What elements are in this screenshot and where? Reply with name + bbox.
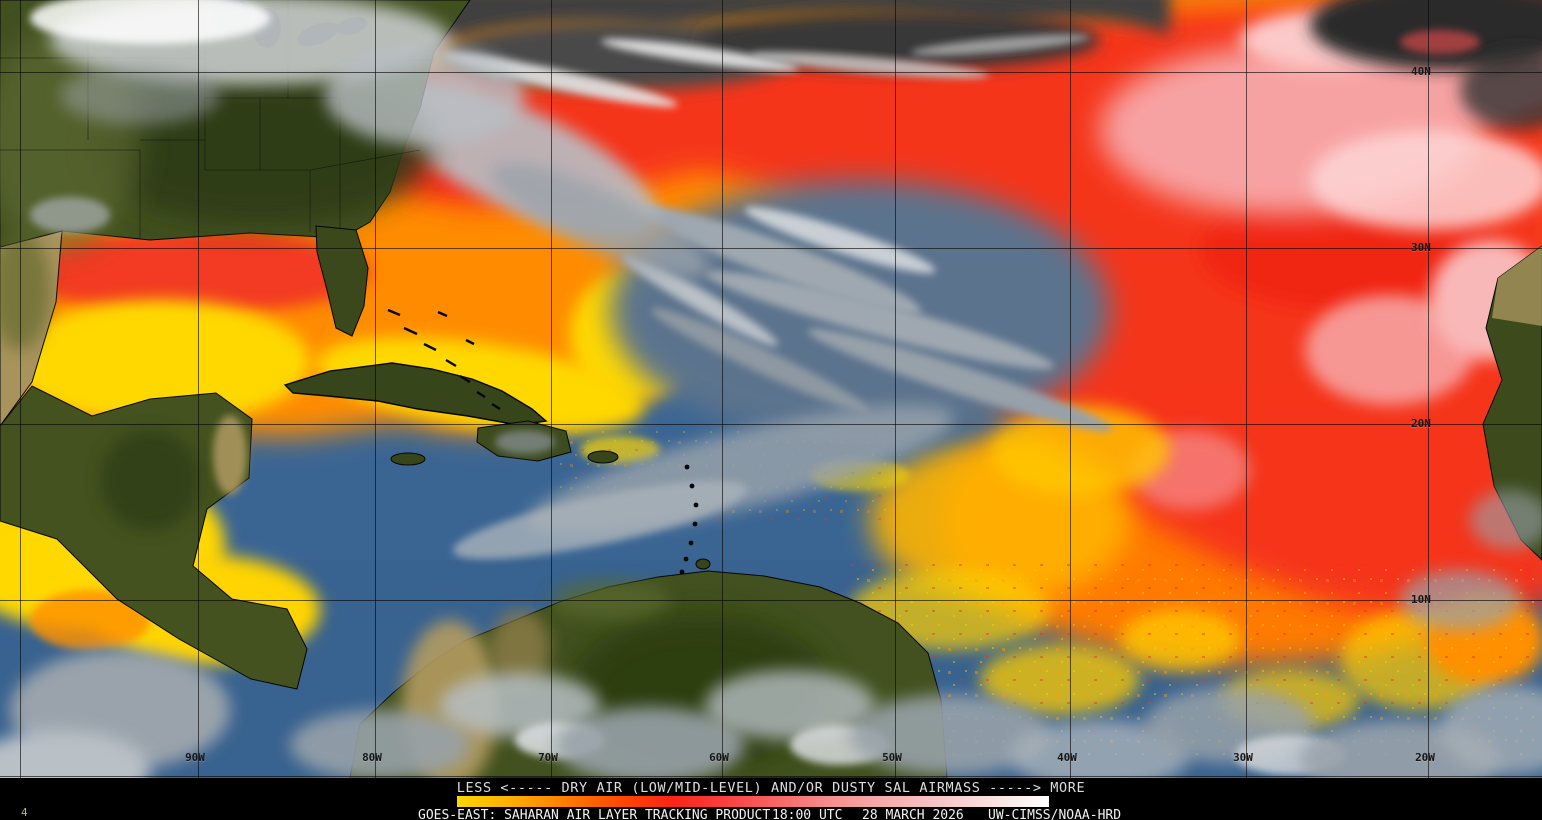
legend-scale-text: LESS <----- DRY AIR (LOW/MID-LEVEL) AND/… [456, 780, 1086, 796]
lesser-antilles [679, 464, 699, 575]
product-date: 28 MARCH 2026 [862, 808, 964, 820]
satellite-map: 90W 80W 70W 60W 50W 40W 30W 20W 40N 30N 20N 10N [0, 0, 1542, 778]
cloud-layer [382, 0, 1542, 560]
product-attribution: UW-CIMSS/NOAA-HRD [988, 808, 1122, 820]
product-time: 18:00 UTC [772, 808, 843, 820]
bottom-annotation-bar: LESS <----- DRY AIR (LOW/MID-LEVEL) AND/… [0, 778, 1542, 820]
bahamas [387, 308, 501, 411]
legend-color-scale-bar [457, 796, 1049, 807]
product-title: GOES-EAST: SAHARAN AIR LAYER TRACKING PR… [418, 808, 771, 820]
corner-mark: 4 [21, 806, 28, 819]
cloud-overlay-layer [0, 0, 1542, 778]
map-art [0, 0, 1542, 778]
product-caption: GOES-EAST: SAHARAN AIR LAYER TRACKING PR… [0, 808, 1542, 820]
